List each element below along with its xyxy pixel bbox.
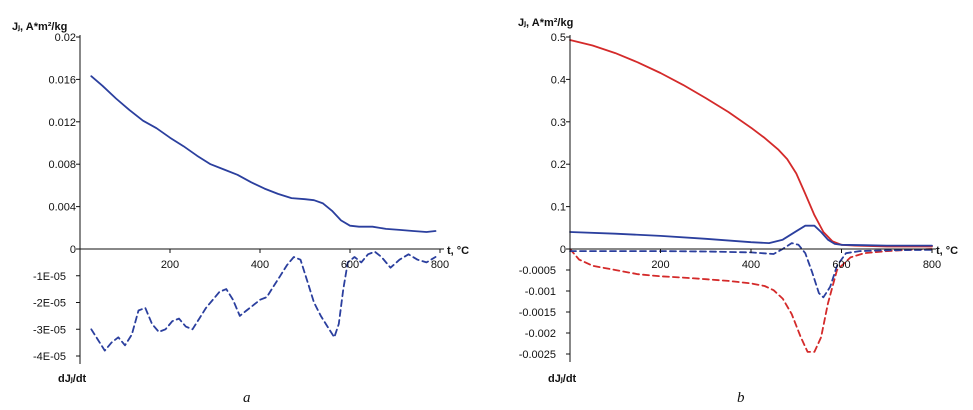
y-axis-title: Jⱼ, A*m²/kg [12, 21, 67, 33]
y-tick-label: 0 [560, 244, 566, 256]
y-tick-label: 0.4 [551, 74, 566, 86]
panel-label: a [243, 390, 251, 406]
x-tick-label: 200 [161, 259, 179, 271]
y2-tick-label: -1E-05 [33, 271, 66, 283]
y-tick-label: 0.1 [551, 202, 566, 214]
panel-a-axes [79, 35, 444, 364]
x-tick-label: 600 [341, 259, 359, 271]
panel-b: 200 400 600 800 0 0.1 0.2 0.3 0.4 0.5 -0.0005 -0.00… [518, 17, 958, 406]
x-tick-label: 600 [832, 259, 850, 271]
y2-tick-label: -2E-05 [33, 298, 66, 310]
y-tick-label: 0.016 [48, 74, 76, 86]
panel-b-ticks: 200 400 600 800 0 0.1 0.2 0.3 0.4 0.5 -0.0005 -0.00… [519, 32, 941, 361]
x-tick-label: 200 [651, 259, 669, 271]
panel-a: 200 400 600 800 0 0.004 0.008 0.012 0.016 0.02 -1E… [12, 21, 469, 406]
y-axis-title: Jⱼ, A*m²/kg [518, 17, 573, 29]
y2-axis-title: dJⱼ/dt [548, 373, 577, 385]
x-tick-label: 800 [431, 259, 449, 271]
y2-tick-label: -0.002 [525, 328, 556, 340]
y2-tick-label: -3E-05 [33, 324, 66, 336]
y-tick-label: 0.02 [55, 32, 76, 44]
y-tick-label: 0 [70, 244, 76, 256]
x-tick-label: 800 [923, 259, 941, 271]
y2-axis-title: dJⱼ/dt [58, 373, 87, 385]
derivative-curve [90, 250, 437, 352]
x-axis-title: t, °C [936, 245, 958, 257]
y-tick-label: 0.2 [551, 159, 566, 171]
y2-tick-label: -0.001 [525, 286, 556, 298]
derivative-curve [569, 242, 933, 299]
y-tick-label: 0.008 [48, 159, 76, 171]
y2-tick-label: -0.0025 [519, 349, 556, 361]
panel-b-axes [569, 35, 936, 362]
y2-tick-label: -4E-05 [33, 351, 66, 363]
y2-tick-label: -0.0015 [519, 307, 556, 319]
y-tick-label: 0.004 [48, 202, 76, 214]
y-tick-label: 0.012 [48, 117, 76, 129]
panel-a-ticks: 200 400 600 800 0 0.004 0.008 0.012 0.016 0.02 -1E… [33, 32, 449, 363]
panel-b-curves [569, 39, 933, 353]
magnetization-curve [90, 75, 437, 233]
y2-tick-label: -0.0005 [519, 265, 556, 277]
magnetization-curve [569, 224, 933, 247]
x-axis-title: t, °C [447, 245, 469, 257]
derivative-curve [569, 248, 933, 353]
x-tick-label: 400 [742, 259, 760, 271]
panel-a-curves [90, 75, 437, 352]
magnetization-curve [569, 39, 933, 248]
y-tick-label: 0.5 [551, 32, 566, 44]
panel-label: b [737, 390, 745, 406]
y-tick-label: 0.3 [551, 117, 566, 129]
x-tick-label: 400 [251, 259, 269, 271]
